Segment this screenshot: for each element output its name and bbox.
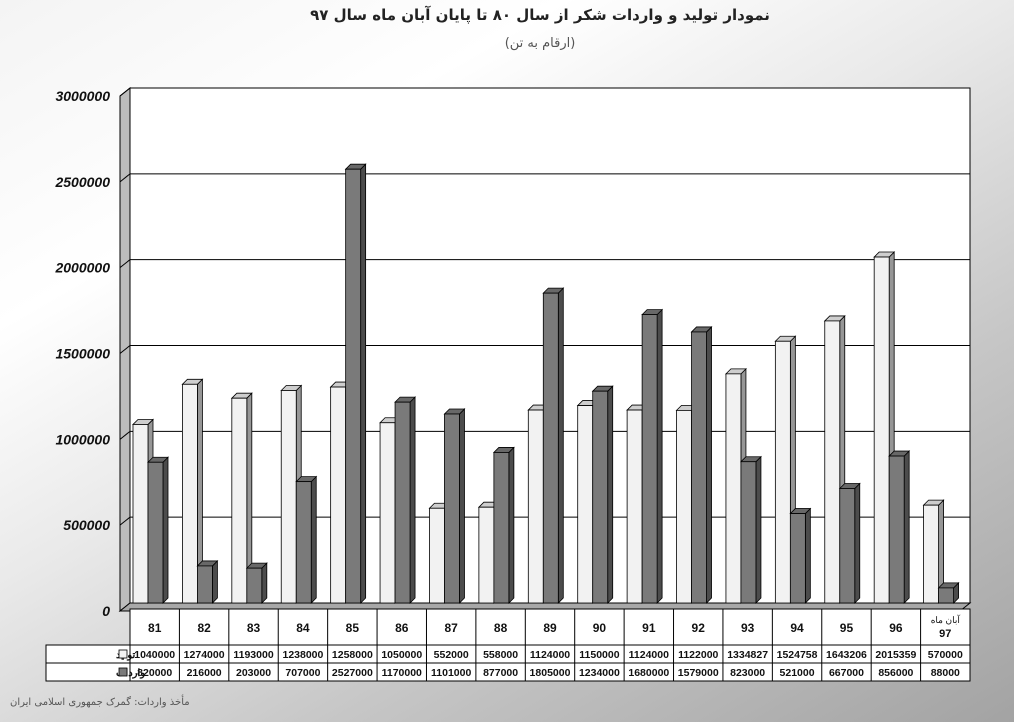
bar-imports bbox=[295, 475, 318, 604]
table-cell-value: 2527000 bbox=[332, 667, 373, 679]
table-cell-value: 1150000 bbox=[579, 649, 619, 661]
x-tick-label: 85 bbox=[346, 621, 360, 635]
table-cell-value: 1124000 bbox=[629, 649, 669, 661]
bar-imports bbox=[641, 308, 664, 604]
legend-swatch bbox=[118, 667, 128, 677]
gridline-side bbox=[119, 430, 131, 440]
table-cell-value: 1274000 bbox=[184, 649, 225, 661]
x-tick-label: 86 bbox=[395, 621, 409, 635]
bar-imports bbox=[789, 507, 812, 604]
table-cell-value: 570000 bbox=[928, 649, 963, 661]
bar-imports bbox=[888, 450, 911, 604]
table-cell-value: 552000 bbox=[434, 649, 469, 661]
x-tick-label: 93 bbox=[741, 621, 755, 635]
bar-production bbox=[181, 378, 204, 604]
bar-imports bbox=[690, 325, 713, 604]
table-cell-value: 521000 bbox=[780, 667, 815, 679]
x-tick-label: 82 bbox=[197, 621, 211, 635]
x-tick-label: 81 bbox=[148, 621, 162, 635]
table-cell-value: 216000 bbox=[187, 667, 222, 679]
bar-imports bbox=[344, 163, 367, 604]
x-tick-label: 95 bbox=[840, 621, 854, 635]
bar-imports bbox=[443, 408, 466, 604]
table-cell-value: 1643206 bbox=[826, 649, 867, 661]
table-cell-value: 1122000 bbox=[678, 649, 718, 661]
y-tick-label: 1000000 bbox=[55, 431, 110, 447]
table-cell-value: 558000 bbox=[483, 649, 518, 661]
table-cell-value: 1040000 bbox=[134, 649, 175, 661]
gridline-side bbox=[119, 516, 131, 526]
table-cell-value: 1050000 bbox=[381, 649, 422, 661]
y-tick-label: 1500000 bbox=[55, 346, 110, 362]
legend-series-name: واردات bbox=[116, 668, 145, 679]
table-cell-value: 203000 bbox=[236, 667, 271, 679]
x-tick-label: 94 bbox=[790, 621, 804, 635]
x-tick-label: 90 bbox=[593, 621, 607, 635]
bar-imports bbox=[937, 581, 960, 604]
y-tick-label: 2000000 bbox=[54, 260, 110, 276]
table-cell-value: 1524758 bbox=[777, 649, 818, 661]
chart-subtitle: (ارقام به تن) bbox=[504, 36, 576, 51]
table-cell-value: 1258000 bbox=[332, 649, 373, 661]
table-cell-value: 1334827 bbox=[727, 649, 768, 661]
x-tick-label: 89 bbox=[543, 621, 557, 635]
bar-imports bbox=[196, 559, 219, 604]
bar-imports bbox=[542, 287, 565, 604]
table-cell-value: 856000 bbox=[878, 667, 913, 679]
table-cell-value: 1579000 bbox=[678, 667, 719, 679]
y-tick-label: 3000000 bbox=[55, 88, 110, 104]
gridline-side bbox=[119, 345, 131, 354]
table-cell-value: 1238000 bbox=[282, 649, 323, 661]
source-note: مأخذ واردات: گمرک جمهوری اسلامی ایران bbox=[10, 697, 190, 708]
table-cell-value: 1805000 bbox=[530, 667, 571, 679]
table-cell-value: 707000 bbox=[285, 667, 320, 679]
legend-swatch bbox=[118, 649, 128, 659]
gridline-side bbox=[119, 173, 131, 183]
gridline-side bbox=[119, 87, 131, 97]
x-tick-label: 96 bbox=[889, 621, 903, 635]
table-cell-value: 1124000 bbox=[530, 649, 570, 661]
gridline-side bbox=[119, 259, 131, 269]
x-tick-label: آبان ماه bbox=[931, 614, 961, 625]
x-tick-label: 84 bbox=[296, 621, 310, 635]
table-cell-value: 1193000 bbox=[233, 649, 273, 661]
table-cell-value: 1234000 bbox=[579, 667, 620, 679]
table-cell-value: 667000 bbox=[829, 667, 864, 679]
table-cell-value: 88000 bbox=[931, 667, 960, 679]
x-tick-label: 88 bbox=[494, 621, 508, 635]
table-cell-value: 2015359 bbox=[875, 649, 916, 661]
x-tick-label: 92 bbox=[692, 621, 706, 635]
bar-imports bbox=[394, 396, 417, 604]
bar-imports bbox=[838, 482, 861, 604]
bar-production bbox=[922, 499, 945, 604]
bar-production bbox=[230, 392, 253, 604]
x-tick-label: 83 bbox=[247, 621, 261, 635]
table-cell-value: 877000 bbox=[483, 667, 518, 679]
x-tick-label: 97 bbox=[939, 628, 951, 640]
table-cell-value: 1101000 bbox=[431, 667, 471, 679]
chart-title: نمودار تولید و واردات شکر از سال ۸۰ تا پ… bbox=[310, 6, 770, 24]
y-tick-label: 2500000 bbox=[54, 174, 110, 190]
x-tick-label: 91 bbox=[642, 621, 656, 635]
bar-imports bbox=[591, 385, 614, 604]
table-cell-value: 1680000 bbox=[628, 667, 669, 679]
table-cell-value: 823000 bbox=[730, 667, 765, 679]
x-tick-label: 87 bbox=[444, 621, 458, 635]
bar-imports bbox=[492, 446, 515, 604]
y-tick-label: 500000 bbox=[63, 517, 110, 533]
bar-imports bbox=[739, 455, 762, 604]
table-cell-value: 1170000 bbox=[382, 667, 422, 679]
table-cell-value: 820000 bbox=[137, 667, 172, 679]
bar-imports bbox=[147, 456, 169, 604]
y-tick-label: 0 bbox=[102, 603, 110, 619]
bar-imports bbox=[245, 562, 268, 604]
